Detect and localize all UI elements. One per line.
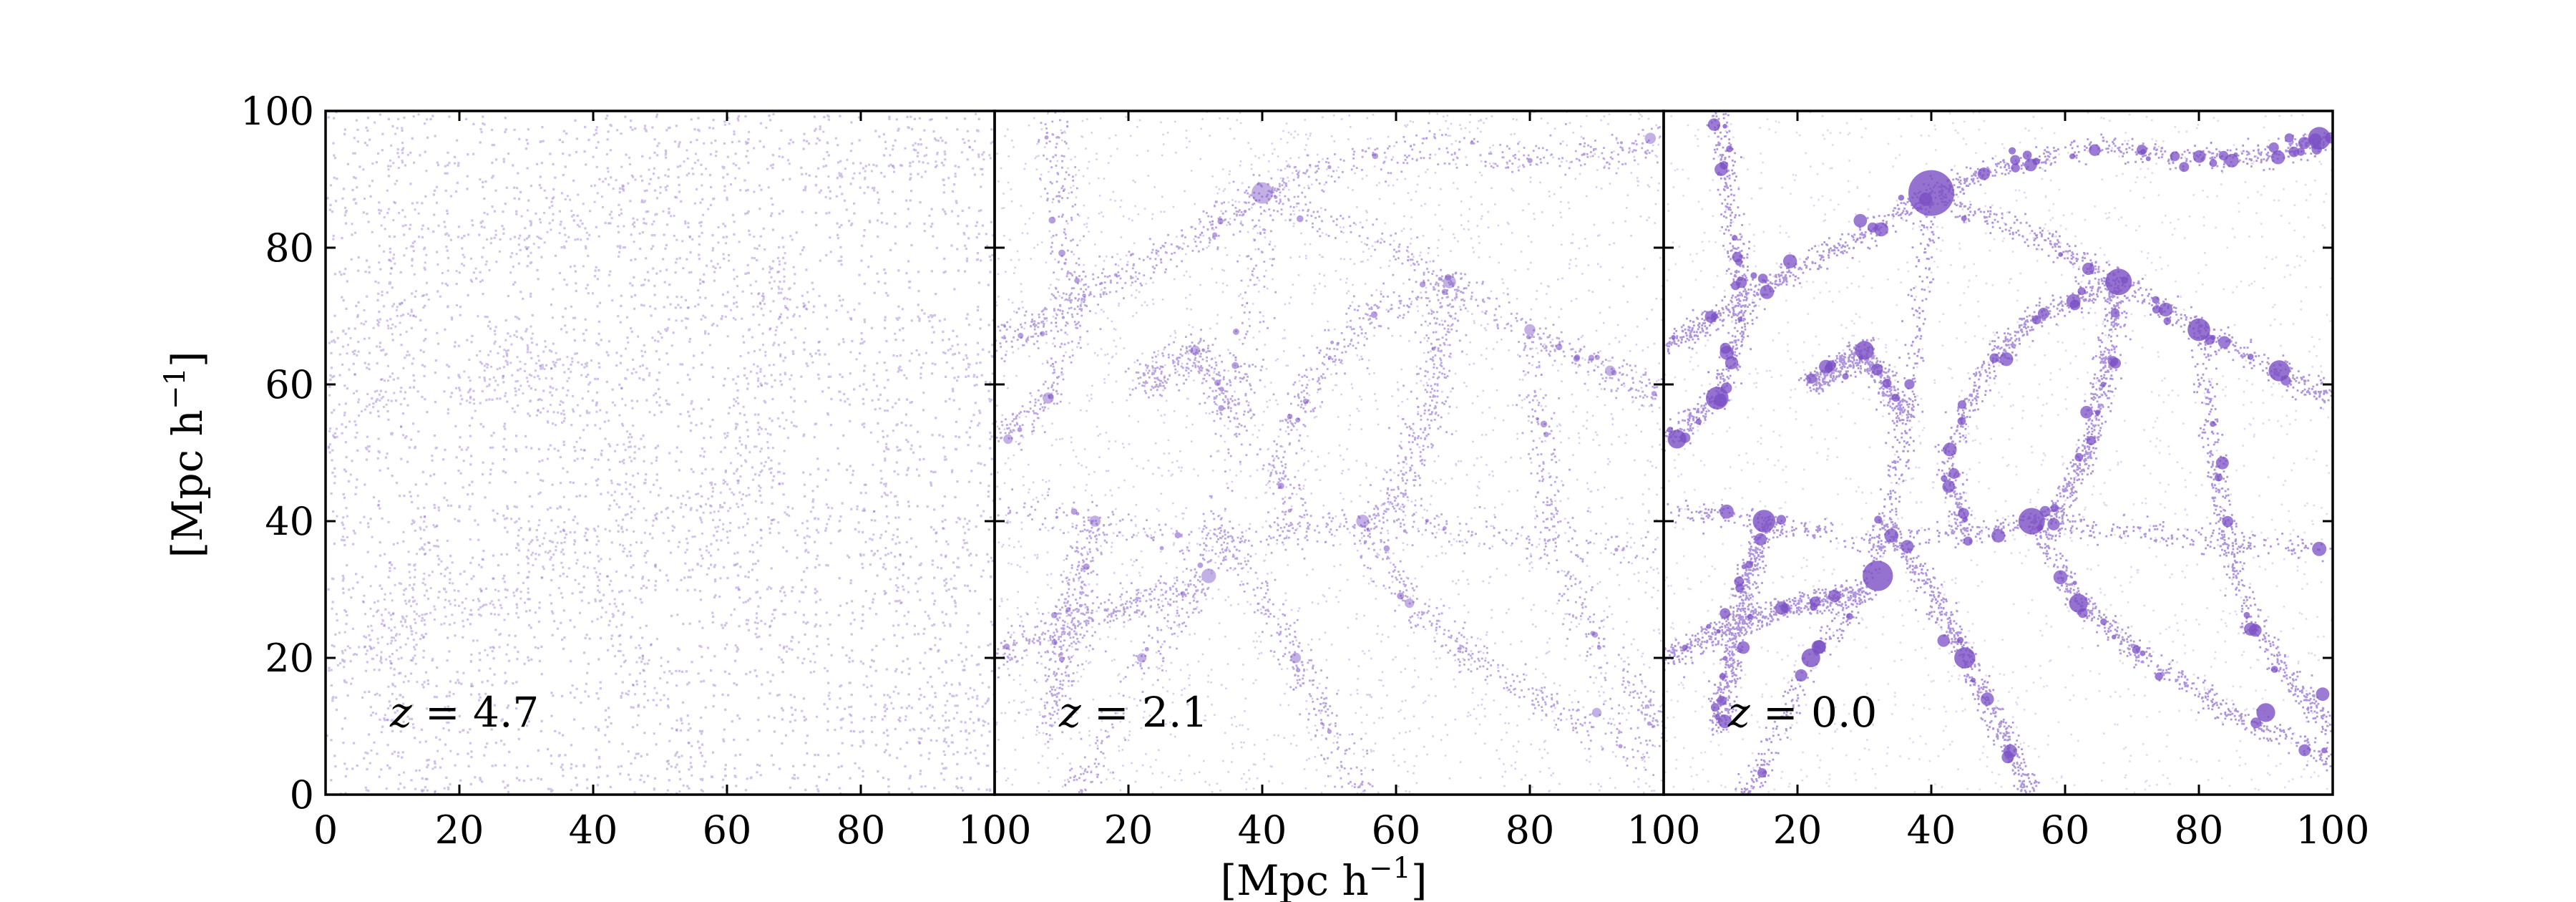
x-tick-label: 0 bbox=[982, 808, 1007, 853]
x-tick-label: 100 bbox=[957, 808, 1031, 853]
x-tick-label: 100 bbox=[2296, 808, 2369, 853]
panel-redshift-label: z = 4.7 bbox=[389, 688, 539, 737]
background-particles bbox=[995, 111, 1664, 795]
svg-text:[Mpc h−1]: [Mpc h−1] bbox=[1220, 852, 1427, 902]
filament-particles bbox=[328, 112, 995, 795]
x-tick-label: 20 bbox=[1773, 808, 1823, 853]
y-tick-label: 100 bbox=[240, 89, 314, 134]
background-particles bbox=[326, 111, 995, 795]
x-tick-label: 100 bbox=[1626, 808, 1700, 853]
y-tick-label: 0 bbox=[290, 772, 314, 818]
panel-redshift-label: z = 2.1 bbox=[1058, 688, 1208, 737]
x-tick-label: 60 bbox=[2041, 808, 2090, 853]
x-tick-label: 40 bbox=[1907, 808, 1956, 853]
particle-field bbox=[326, 111, 995, 795]
x-tick-label: 60 bbox=[1372, 808, 1421, 853]
x-tick-label: 80 bbox=[1506, 808, 1555, 853]
y-tick-label: 60 bbox=[265, 362, 314, 407]
x-tick-label: 80 bbox=[836, 808, 886, 853]
y-tick-label: 80 bbox=[265, 226, 314, 271]
x-tick-label: 0 bbox=[1652, 808, 1676, 853]
x-tick-label: 0 bbox=[313, 808, 338, 853]
panel-redshift-label: z = 0.0 bbox=[1727, 688, 1877, 737]
x-axis-label: [Mpc h−1] bbox=[1220, 852, 1427, 902]
svg-text:[Mpc h−1]: [Mpc h−1] bbox=[159, 351, 212, 558]
x-tick-label: 80 bbox=[2175, 808, 2224, 853]
x-tick-label: 20 bbox=[435, 808, 484, 853]
particle-field bbox=[1664, 111, 2333, 795]
x-tick-label: 40 bbox=[1238, 808, 1287, 853]
x-tick-label: 20 bbox=[1104, 808, 1153, 853]
x-tick-label: 40 bbox=[569, 808, 618, 853]
particle-field bbox=[995, 111, 1664, 795]
y-tick-label: 40 bbox=[265, 499, 314, 544]
halo-clumps bbox=[1667, 118, 2333, 778]
y-tick-label: 20 bbox=[265, 636, 314, 681]
halo-clumps bbox=[1002, 132, 1657, 749]
y-axis-label: [Mpc h−1] bbox=[159, 351, 212, 558]
panel-frame bbox=[1662, 110, 2334, 796]
x-tick-label: 60 bbox=[703, 808, 752, 853]
